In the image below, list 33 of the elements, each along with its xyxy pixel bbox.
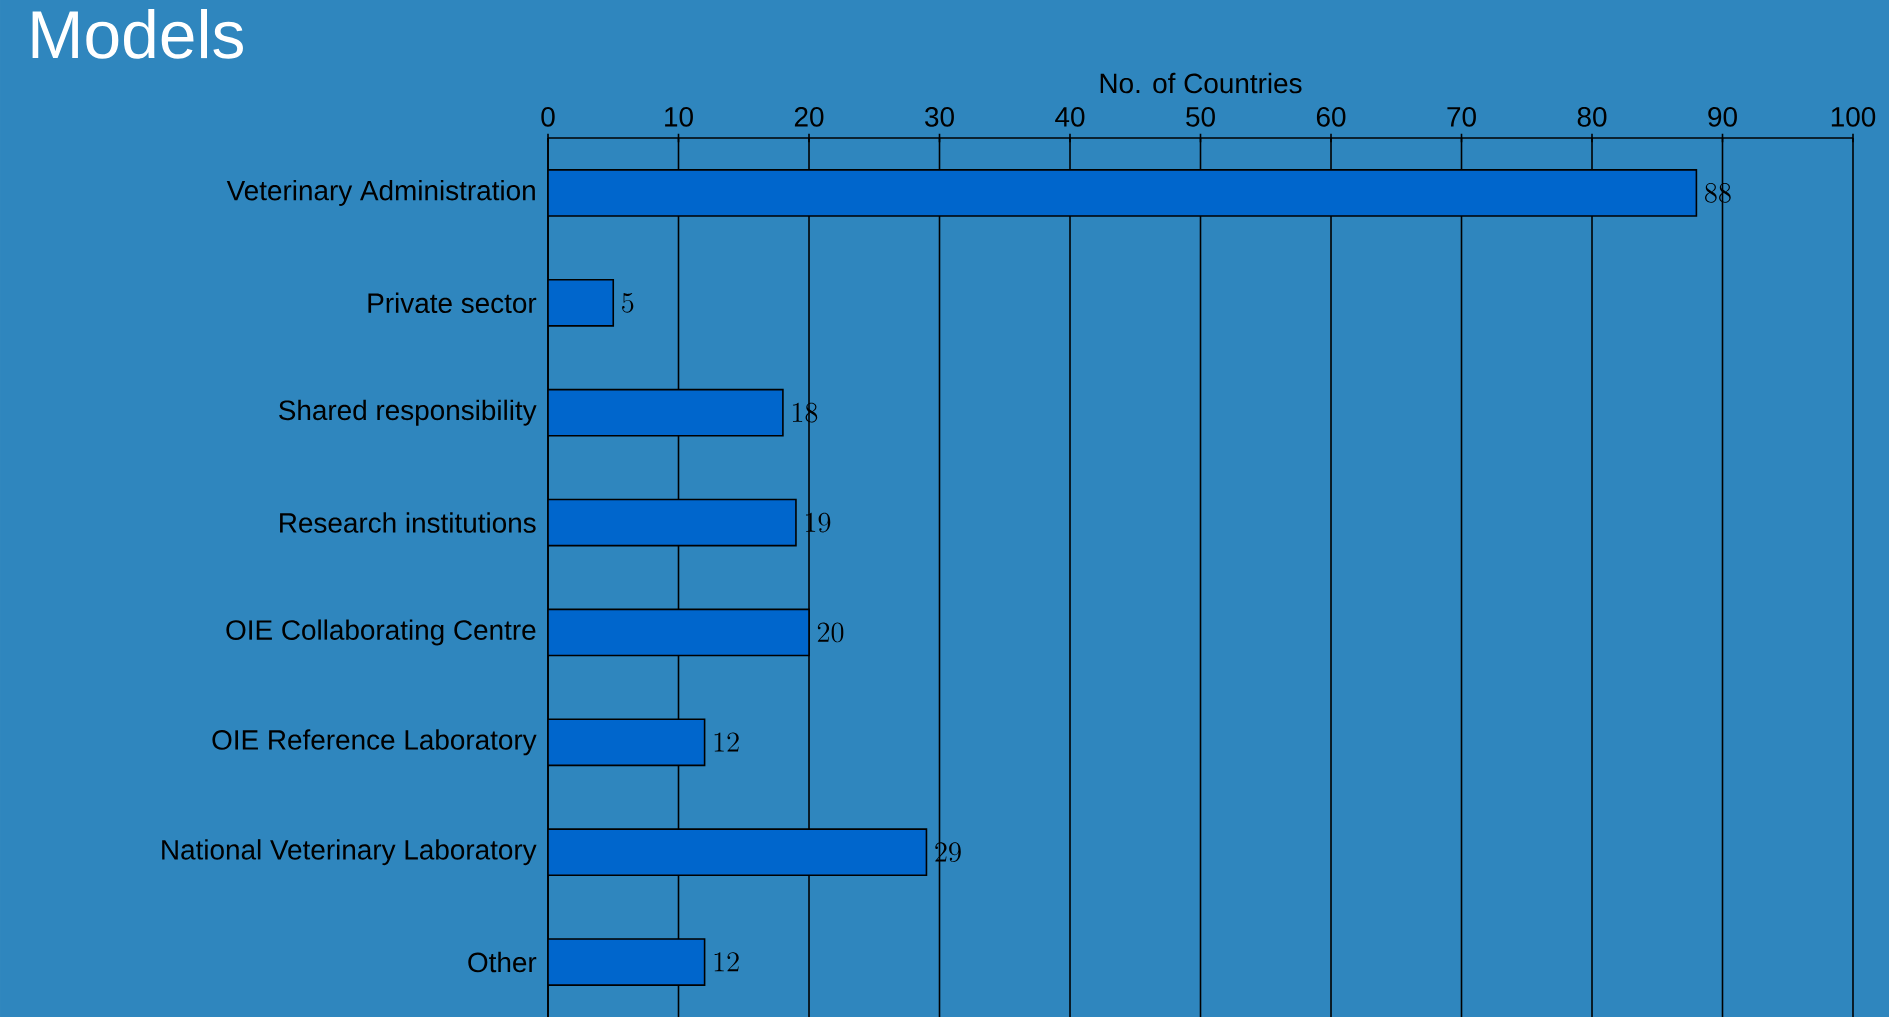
bar [548,388,784,437]
bar [548,718,706,767]
chart-title: Models [32,9,243,59]
x-tick-label: 30 [925,107,954,127]
x-tick-label: 20 [794,107,824,127]
x-tick-label: 40 [1055,107,1085,127]
y-tick-label: National Veterinary Laboratory [162,839,537,866]
bar [548,608,810,657]
x-tick-label: 50 [1186,107,1215,127]
y-tick-label: Other [468,951,537,973]
y-tick-label: Private sector [368,292,537,314]
bar [548,828,928,877]
x-tick-label: 90 [1708,107,1737,127]
data-label: 12 [714,952,739,972]
data-label: 20 [817,622,844,643]
bar [548,279,615,327]
y-tick-label: OIE Reference Laboratory [212,729,537,756]
bar [548,169,1698,217]
x-tick-label: 10 [665,107,693,127]
x-tick-label: 70 [1447,107,1476,127]
y-tick-label: Shared responsibility [279,399,537,426]
y-tick-label: Research institutions [280,512,536,533]
x-tick-label: 100 [1831,107,1876,127]
x-tick-label: 0 [541,107,555,127]
x-tick-label: 80 [1577,107,1607,127]
data-label: 12 [714,732,739,752]
data-label: 5 [622,293,634,313]
x-axis-title: No. of Countries [1100,72,1302,94]
bar [548,498,797,547]
y-tick-label: Veterinary Administration [226,180,535,207]
y-tick-label: OIE Collaborating Centre [226,619,536,646]
bar [548,938,706,987]
x-tick-label: 60 [1316,107,1346,127]
